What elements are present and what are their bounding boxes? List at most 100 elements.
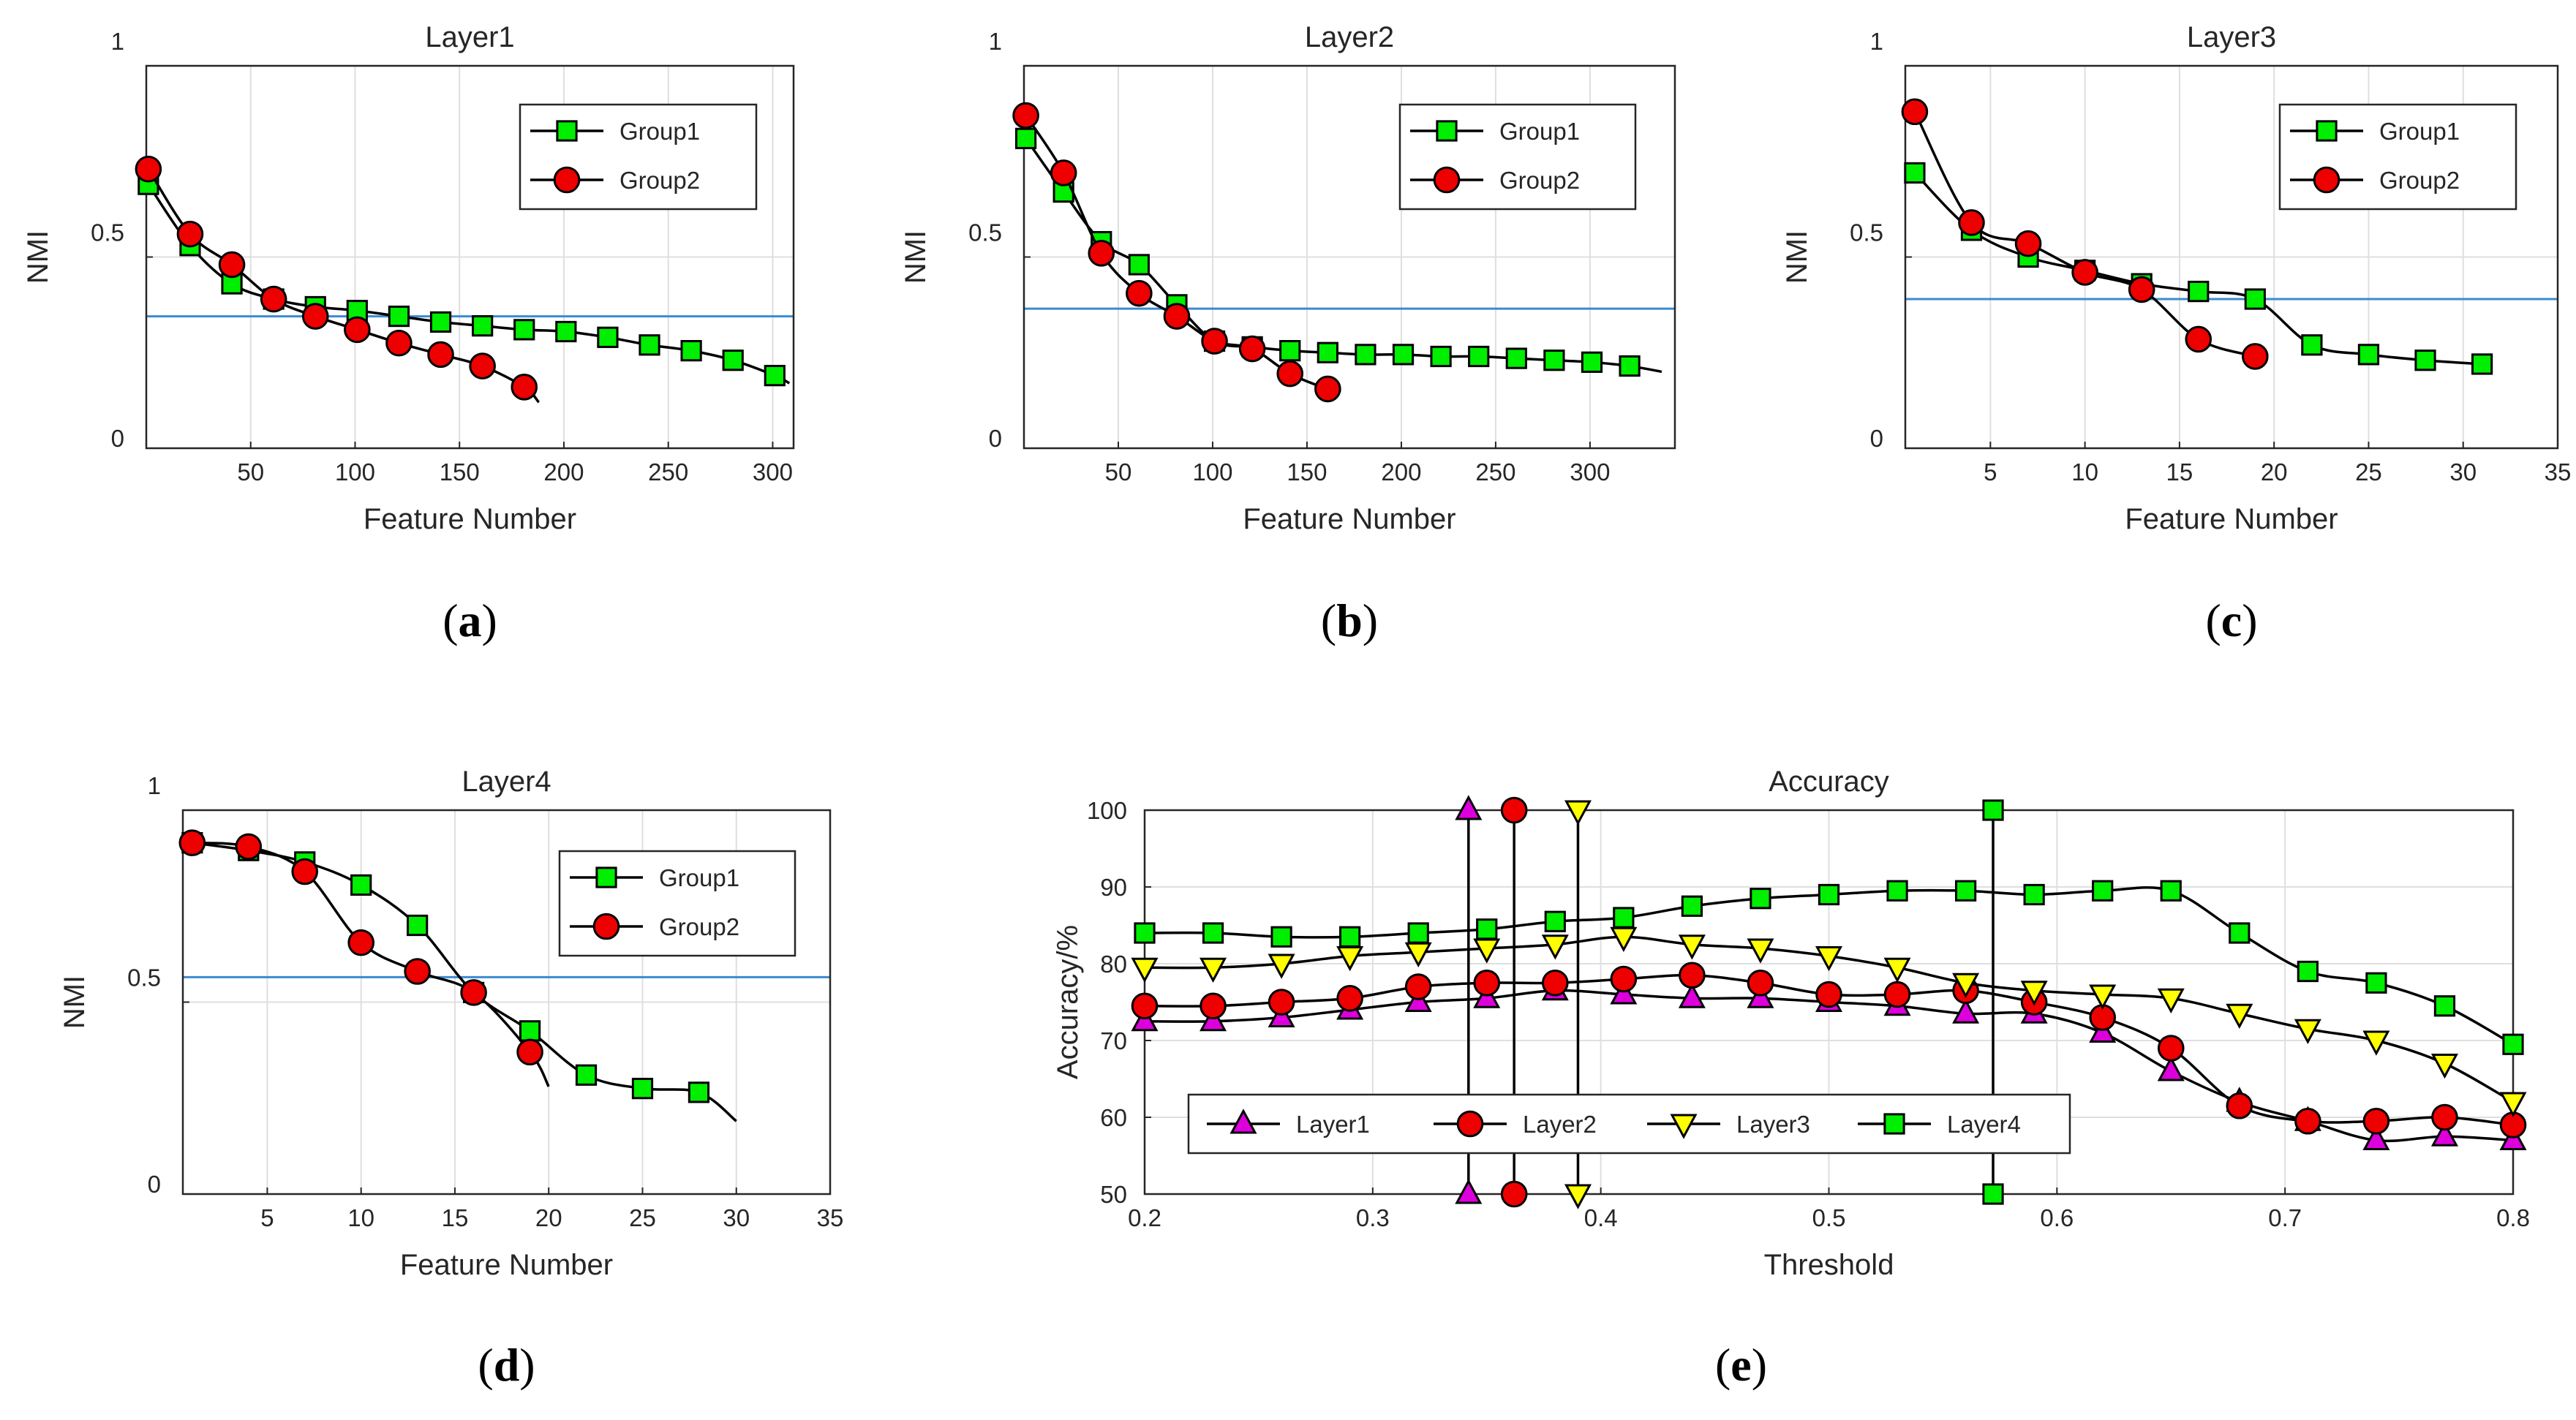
x-tick-label: 150 [440,458,480,486]
legend-label: Layer2 [1523,1111,1597,1138]
data-point-group2 [460,979,487,1006]
x-tick-label: 50 [1105,458,1132,486]
data-point-group1 [639,334,660,356]
data-point-layer4 [1407,922,1429,944]
data-point-group1 [1128,254,1150,276]
x-tick-label: 0.3 [1356,1204,1390,1231]
caption-letter: d [494,1339,520,1391]
caption: (b) [1321,594,1378,646]
y-tick-label: 0.5 [1850,219,1883,246]
y-tick-label: 0 [111,425,124,452]
legend-marker [1433,166,1461,194]
vline-marker-top [1500,796,1528,824]
x-tick-label: 0.6 [2040,1204,2074,1231]
legend-label: Group2 [2379,167,2460,194]
data-point-layer3 [1747,938,1774,964]
data-point-group2 [176,220,204,248]
chart-c: 5 10 15 20 25 30 35 0 0.5 1 Layer3 Feature Number NM… [1781,21,2571,646]
legend-label: Group2 [659,913,739,940]
y-tick-label: 90 [1100,874,1127,901]
x-tick-label: 300 [1570,458,1610,486]
data-point-layer2 [1679,962,1706,989]
data-point-layer4 [2297,960,2319,983]
data-point-layer2 [1610,965,1638,993]
data-point-layer3 [1815,946,1843,972]
vline-marker-bottom [1455,1179,1483,1204]
y-axis-label: Accuracy/% [1052,925,1084,1079]
x-tick-label: 10 [347,1204,374,1231]
data-point-layer2 [1815,981,1842,1008]
data-point-group1 [1505,347,1527,369]
data-point-group1 [2244,288,2266,310]
data-point-group1 [429,311,452,333]
y-tick-label: 0.5 [91,219,124,246]
x-axis-label: Feature Number [400,1249,613,1281]
data-point-group2 [218,251,246,279]
data-point-group1 [2471,353,2493,375]
data-point-layer4 [2160,880,2182,902]
x-tick-label: 250 [1475,458,1515,486]
data-point-layer1 [2362,1125,2390,1150]
caption-letter: a [459,594,482,646]
caption-letter: e [1730,1339,1751,1391]
chart-e: 0.2 0.3 0.4 0.5 0.6 0.7 0.8 50 60 70 80 90 100 Accura… [1052,766,2530,1391]
data-point-group2 [469,352,496,379]
legend-label: Group2 [619,167,700,194]
data-point-group1 [519,1020,541,1042]
legend-label: Group1 [659,864,739,891]
data-point-group1 [350,874,372,896]
x-tick-label: 30 [723,1204,750,1231]
x-tick-label: 200 [543,458,584,486]
y-tick-label: 1 [111,28,124,55]
data-point-layer3 [1678,934,1706,960]
chart-title: Layer4 [462,766,551,798]
caption: (e) [1715,1339,1767,1391]
data-point-group2 [2014,230,2042,257]
legend-label: Group2 [1499,167,1580,194]
data-point-group1 [1014,127,1037,149]
y-axis-label: NMI [900,230,932,284]
data-point-group1 [1430,345,1452,368]
vline-marker-top [1982,799,2004,821]
legend-label: Group1 [619,118,700,145]
data-point-layer4 [1270,926,1292,948]
data-point-layer1 [2430,1121,2458,1147]
data-point-layer4 [1818,883,1840,906]
data-point-group2 [1012,102,1039,129]
data-point-layer4 [1202,922,1224,944]
data-point-layer2 [1542,969,1569,997]
vline-marker-bottom [1982,1183,2004,1205]
x-axis-label: Feature Number [2125,503,2338,535]
legend-marker [2316,120,2338,142]
y-tick-label: 1 [148,772,161,799]
x-tick-label: 15 [2166,458,2193,486]
data-point-layer3 [2020,981,2048,1006]
data-point-group2 [1958,209,1985,236]
legend-label: Layer4 [1947,1111,2021,1138]
data-point-layer4 [2433,995,2456,1017]
data-point-group1 [407,914,429,937]
chart-title: Layer2 [1305,21,1394,53]
data-point-group1 [1581,351,1603,373]
x-axis-label: Feature Number [1243,503,1455,535]
x-tick-label: 35 [817,1204,844,1231]
data-point-layer2 [1473,969,1501,997]
legend-label: Layer1 [1296,1111,1370,1138]
legend-label: Group1 [2379,118,2460,145]
caption: (a) [442,594,497,646]
data-point-group1 [555,320,577,343]
data-point-group2 [260,285,287,313]
y-axis-label: NMI [1781,230,1813,284]
data-point-layer2 [2294,1107,2321,1135]
x-tick-label: 0.8 [2496,1204,2530,1231]
data-point-group1 [1904,162,1926,184]
data-point-layer4 [1544,910,1566,932]
legend: Group1 Group2 [1398,103,1637,211]
data-point-group2 [1314,375,1341,403]
data-point-layer2 [1200,992,1227,1020]
caption-letter: b [1336,594,1363,646]
x-tick-label: 25 [2355,458,2382,486]
data-point-group1 [631,1078,654,1100]
y-tick-label: 50 [1100,1181,1127,1208]
data-point-layer3 [2362,1030,2390,1056]
